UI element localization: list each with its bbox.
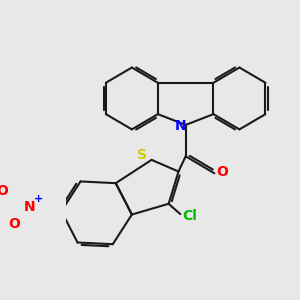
- Text: +: +: [34, 194, 43, 204]
- Text: N: N: [23, 200, 35, 214]
- Text: O: O: [217, 164, 228, 178]
- Text: S: S: [137, 148, 147, 162]
- Text: Cl: Cl: [182, 209, 197, 223]
- Text: N: N: [175, 119, 186, 133]
- Text: O: O: [0, 184, 8, 198]
- Text: O: O: [8, 217, 20, 231]
